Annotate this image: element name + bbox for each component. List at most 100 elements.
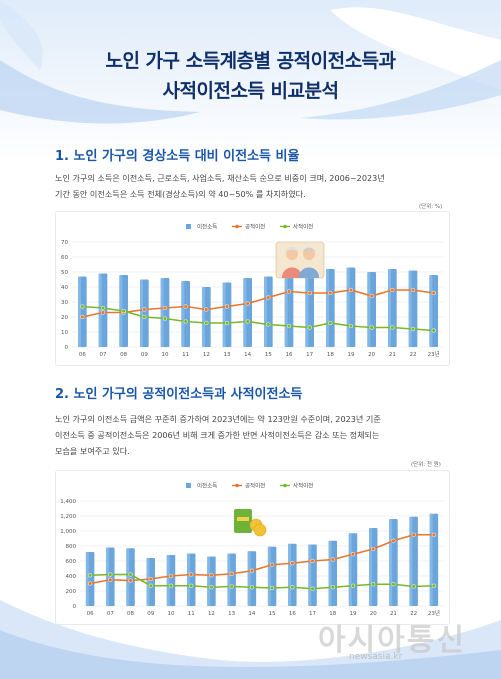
x-tick-label: 10	[162, 352, 169, 358]
legend-label: 사적이전	[293, 223, 313, 231]
private-point	[183, 319, 188, 324]
public-point	[369, 293, 374, 299]
private-point	[266, 322, 271, 327]
bar-highlight	[126, 548, 130, 606]
private-point	[269, 585, 275, 591]
bar-highlight	[222, 282, 226, 347]
bar	[77, 276, 87, 347]
bar	[106, 547, 115, 606]
y-tick-label: 800	[66, 544, 77, 550]
bar	[85, 552, 95, 606]
bar-highlight	[247, 551, 251, 606]
bar	[126, 548, 135, 606]
private-point	[142, 314, 147, 320]
x-tick-label: 09	[141, 352, 148, 358]
chart2-panel: 0 200 400 600 800 1,000 1,200 1,400 06 07 08 09 10 11…	[55, 470, 450, 625]
bar	[389, 519, 398, 606]
legend-marker	[235, 483, 239, 488]
section2-paragraph-line2: 이전소득 중 공적이전소득은 2006년 비해 크게 증가한 반면 사적이전소득…	[55, 430, 380, 440]
page-title-line2: 사적이전소득 비교분석	[162, 80, 339, 102]
bar-highlight	[325, 269, 330, 347]
private-point	[189, 583, 194, 588]
public-point	[87, 581, 93, 586]
x-tick-label: 22	[410, 352, 417, 358]
bar-highlight	[201, 287, 206, 347]
bar-highlight	[243, 278, 247, 347]
private-point	[431, 583, 437, 588]
x-tick-label: 20	[368, 352, 375, 358]
bar	[367, 272, 377, 347]
legend: 이전소득 공적이전 사적이전	[186, 482, 313, 490]
bar-highlight	[98, 273, 102, 347]
public-point	[148, 576, 153, 582]
bar-highlight	[367, 272, 371, 347]
x-tick-label: 12	[203, 352, 210, 358]
coin	[253, 523, 267, 537]
bar	[387, 269, 397, 347]
private-point	[411, 584, 416, 589]
x-tick-label: 14	[244, 352, 251, 358]
money-band	[237, 517, 249, 521]
legend-swatch	[186, 224, 191, 229]
bar-highlight	[409, 516, 413, 606]
bar	[139, 279, 149, 347]
section1-paragraph: 노인 가구의 소득은 이전소득, 근로소득, 사업소득, 재산소득 순으로 비중…	[55, 170, 447, 202]
private-point	[148, 583, 153, 588]
legend-swatch	[186, 483, 191, 488]
legend-label: 이전소득	[197, 482, 217, 490]
footer-background	[0, 600, 501, 679]
bar-highlight	[408, 270, 412, 347]
bar	[305, 273, 315, 347]
public-point	[431, 290, 436, 296]
legend-marker	[283, 224, 287, 229]
public-point	[245, 301, 250, 306]
x-tick-label: 15	[265, 352, 272, 358]
bar-highlight	[207, 556, 211, 606]
bar	[181, 281, 191, 347]
legend-item: 공적이전	[232, 223, 265, 231]
x-tick-label: 17	[306, 352, 313, 358]
x-tick-label: 23년	[428, 350, 440, 358]
bar-highlight	[77, 276, 82, 347]
private-point	[128, 572, 133, 577]
bar	[429, 275, 439, 347]
legend-item: 이전소득	[186, 223, 217, 231]
bar-highlight	[186, 553, 190, 606]
x-tick-label: 20	[370, 611, 377, 617]
private-point	[224, 320, 230, 326]
money-icon	[234, 509, 267, 537]
public-point	[307, 290, 312, 296]
bar	[325, 269, 335, 347]
chart2: 0 200 400 600 800 1,000 1,200 1,400 06 07 08 09 10 11…	[60, 482, 444, 617]
x-tick-label: 23년	[428, 609, 440, 617]
private-point	[249, 585, 255, 590]
x-tick-label: 09	[147, 611, 154, 617]
private-point	[209, 585, 214, 590]
grandfather-body	[299, 267, 319, 278]
bar	[288, 543, 297, 606]
public-point	[224, 304, 230, 309]
bar	[247, 551, 257, 606]
bar	[328, 540, 338, 606]
x-tick-label: 15	[269, 611, 276, 617]
public-line	[89, 533, 434, 585]
public-point	[183, 304, 188, 309]
bar-highlight	[348, 533, 352, 606]
private-point	[328, 320, 333, 326]
x-tick-label: 18	[327, 352, 334, 358]
bar-highlight	[305, 273, 309, 347]
legend-marker	[283, 483, 287, 488]
x-tick-label: 08	[127, 611, 134, 617]
bar	[98, 273, 108, 347]
x-tick-label: 11	[188, 611, 195, 617]
bar-highlight	[308, 544, 312, 606]
bar-highlight	[160, 278, 164, 347]
y-tick-label: 40	[61, 285, 68, 291]
bar	[308, 544, 317, 606]
y-tick-label: 600	[66, 559, 77, 565]
private-point	[310, 586, 315, 591]
x-tick-label: 19	[350, 611, 357, 617]
private-point	[348, 323, 354, 329]
public-point	[249, 568, 255, 573]
private-point	[390, 325, 395, 330]
